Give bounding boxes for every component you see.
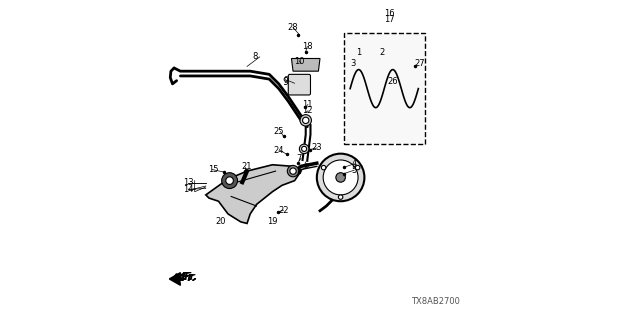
Text: Fr.: Fr.	[184, 272, 199, 282]
Circle shape	[336, 173, 346, 182]
Text: TX8AB2700: TX8AB2700	[411, 297, 460, 306]
Text: 28: 28	[288, 23, 298, 32]
Text: Fr.: Fr.	[180, 271, 196, 284]
Circle shape	[303, 117, 309, 124]
Text: 26: 26	[388, 77, 398, 86]
Circle shape	[349, 53, 355, 58]
Text: 24: 24	[273, 146, 284, 155]
Circle shape	[323, 160, 358, 195]
Text: 3: 3	[351, 59, 356, 68]
Circle shape	[300, 144, 309, 154]
Text: 2: 2	[380, 48, 385, 57]
Text: 1: 1	[356, 48, 362, 57]
Circle shape	[221, 173, 237, 188]
Circle shape	[300, 115, 312, 126]
Circle shape	[355, 165, 360, 170]
Circle shape	[317, 154, 364, 201]
Text: 21: 21	[242, 163, 252, 172]
Text: 8: 8	[252, 52, 258, 61]
Circle shape	[301, 146, 307, 151]
Text: 10: 10	[294, 57, 305, 66]
Text: 16: 16	[385, 9, 395, 18]
Text: 18: 18	[302, 42, 312, 51]
Polygon shape	[291, 59, 320, 71]
Text: 25: 25	[273, 127, 284, 136]
Text: 7: 7	[297, 154, 302, 163]
Circle shape	[321, 165, 326, 170]
Text: 9: 9	[282, 77, 290, 87]
Text: 22: 22	[278, 206, 289, 215]
Circle shape	[414, 119, 419, 124]
Circle shape	[290, 168, 296, 174]
Bar	[344, 33, 425, 144]
Text: 23: 23	[312, 143, 322, 152]
Polygon shape	[206, 165, 301, 223]
Text: 17: 17	[385, 15, 395, 24]
Text: 13: 13	[183, 178, 194, 187]
FancyBboxPatch shape	[288, 74, 310, 95]
Circle shape	[287, 165, 299, 177]
Text: 27: 27	[415, 59, 425, 68]
Text: 4: 4	[351, 159, 357, 168]
Circle shape	[339, 195, 343, 199]
Text: 9: 9	[284, 76, 289, 84]
Text: 14: 14	[183, 185, 194, 194]
Circle shape	[226, 177, 234, 184]
Text: 19: 19	[267, 217, 278, 226]
Text: 5: 5	[351, 166, 357, 175]
Text: 6: 6	[303, 161, 308, 170]
Text: 11: 11	[302, 100, 312, 109]
Polygon shape	[170, 273, 185, 285]
Text: 15: 15	[209, 165, 219, 174]
Text: 12: 12	[302, 106, 312, 115]
Text: 20: 20	[216, 217, 227, 226]
